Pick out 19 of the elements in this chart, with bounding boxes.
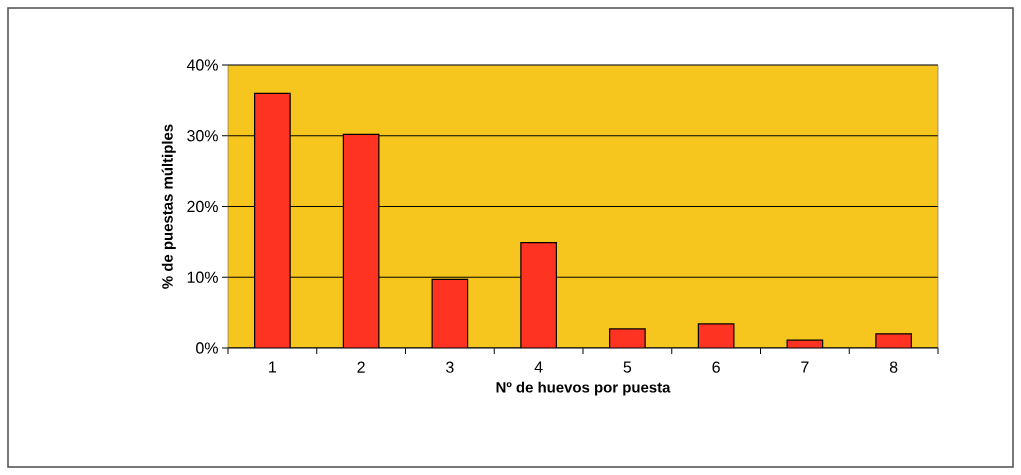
- bar: [520, 241, 557, 348]
- x-tick-label: 2: [357, 361, 365, 373]
- x-tick-label: 1: [269, 361, 277, 373]
- y-tick-label: 20%: [187, 200, 218, 213]
- bar: [342, 133, 380, 348]
- y-tick-label: 30%: [187, 130, 218, 142]
- bar: [254, 92, 291, 348]
- x-tick-label: 7: [801, 361, 809, 373]
- y-axis-title: % de puestas múltiples: [161, 124, 176, 289]
- y-tick-label: 40%: [186, 59, 218, 71]
- x-tick-label: 6: [712, 361, 720, 373]
- x-tick-label: 3: [446, 361, 454, 373]
- x-tick-label: 8: [889, 361, 898, 373]
- y-tick-label: 10%: [187, 271, 218, 283]
- x-tick-label: 4: [534, 361, 543, 373]
- bar: [431, 278, 469, 348]
- y-tick-label: 0%: [196, 342, 218, 354]
- x-axis-title: Nº de huevos por puesta: [496, 381, 671, 396]
- x-tick-label: 5: [623, 361, 632, 373]
